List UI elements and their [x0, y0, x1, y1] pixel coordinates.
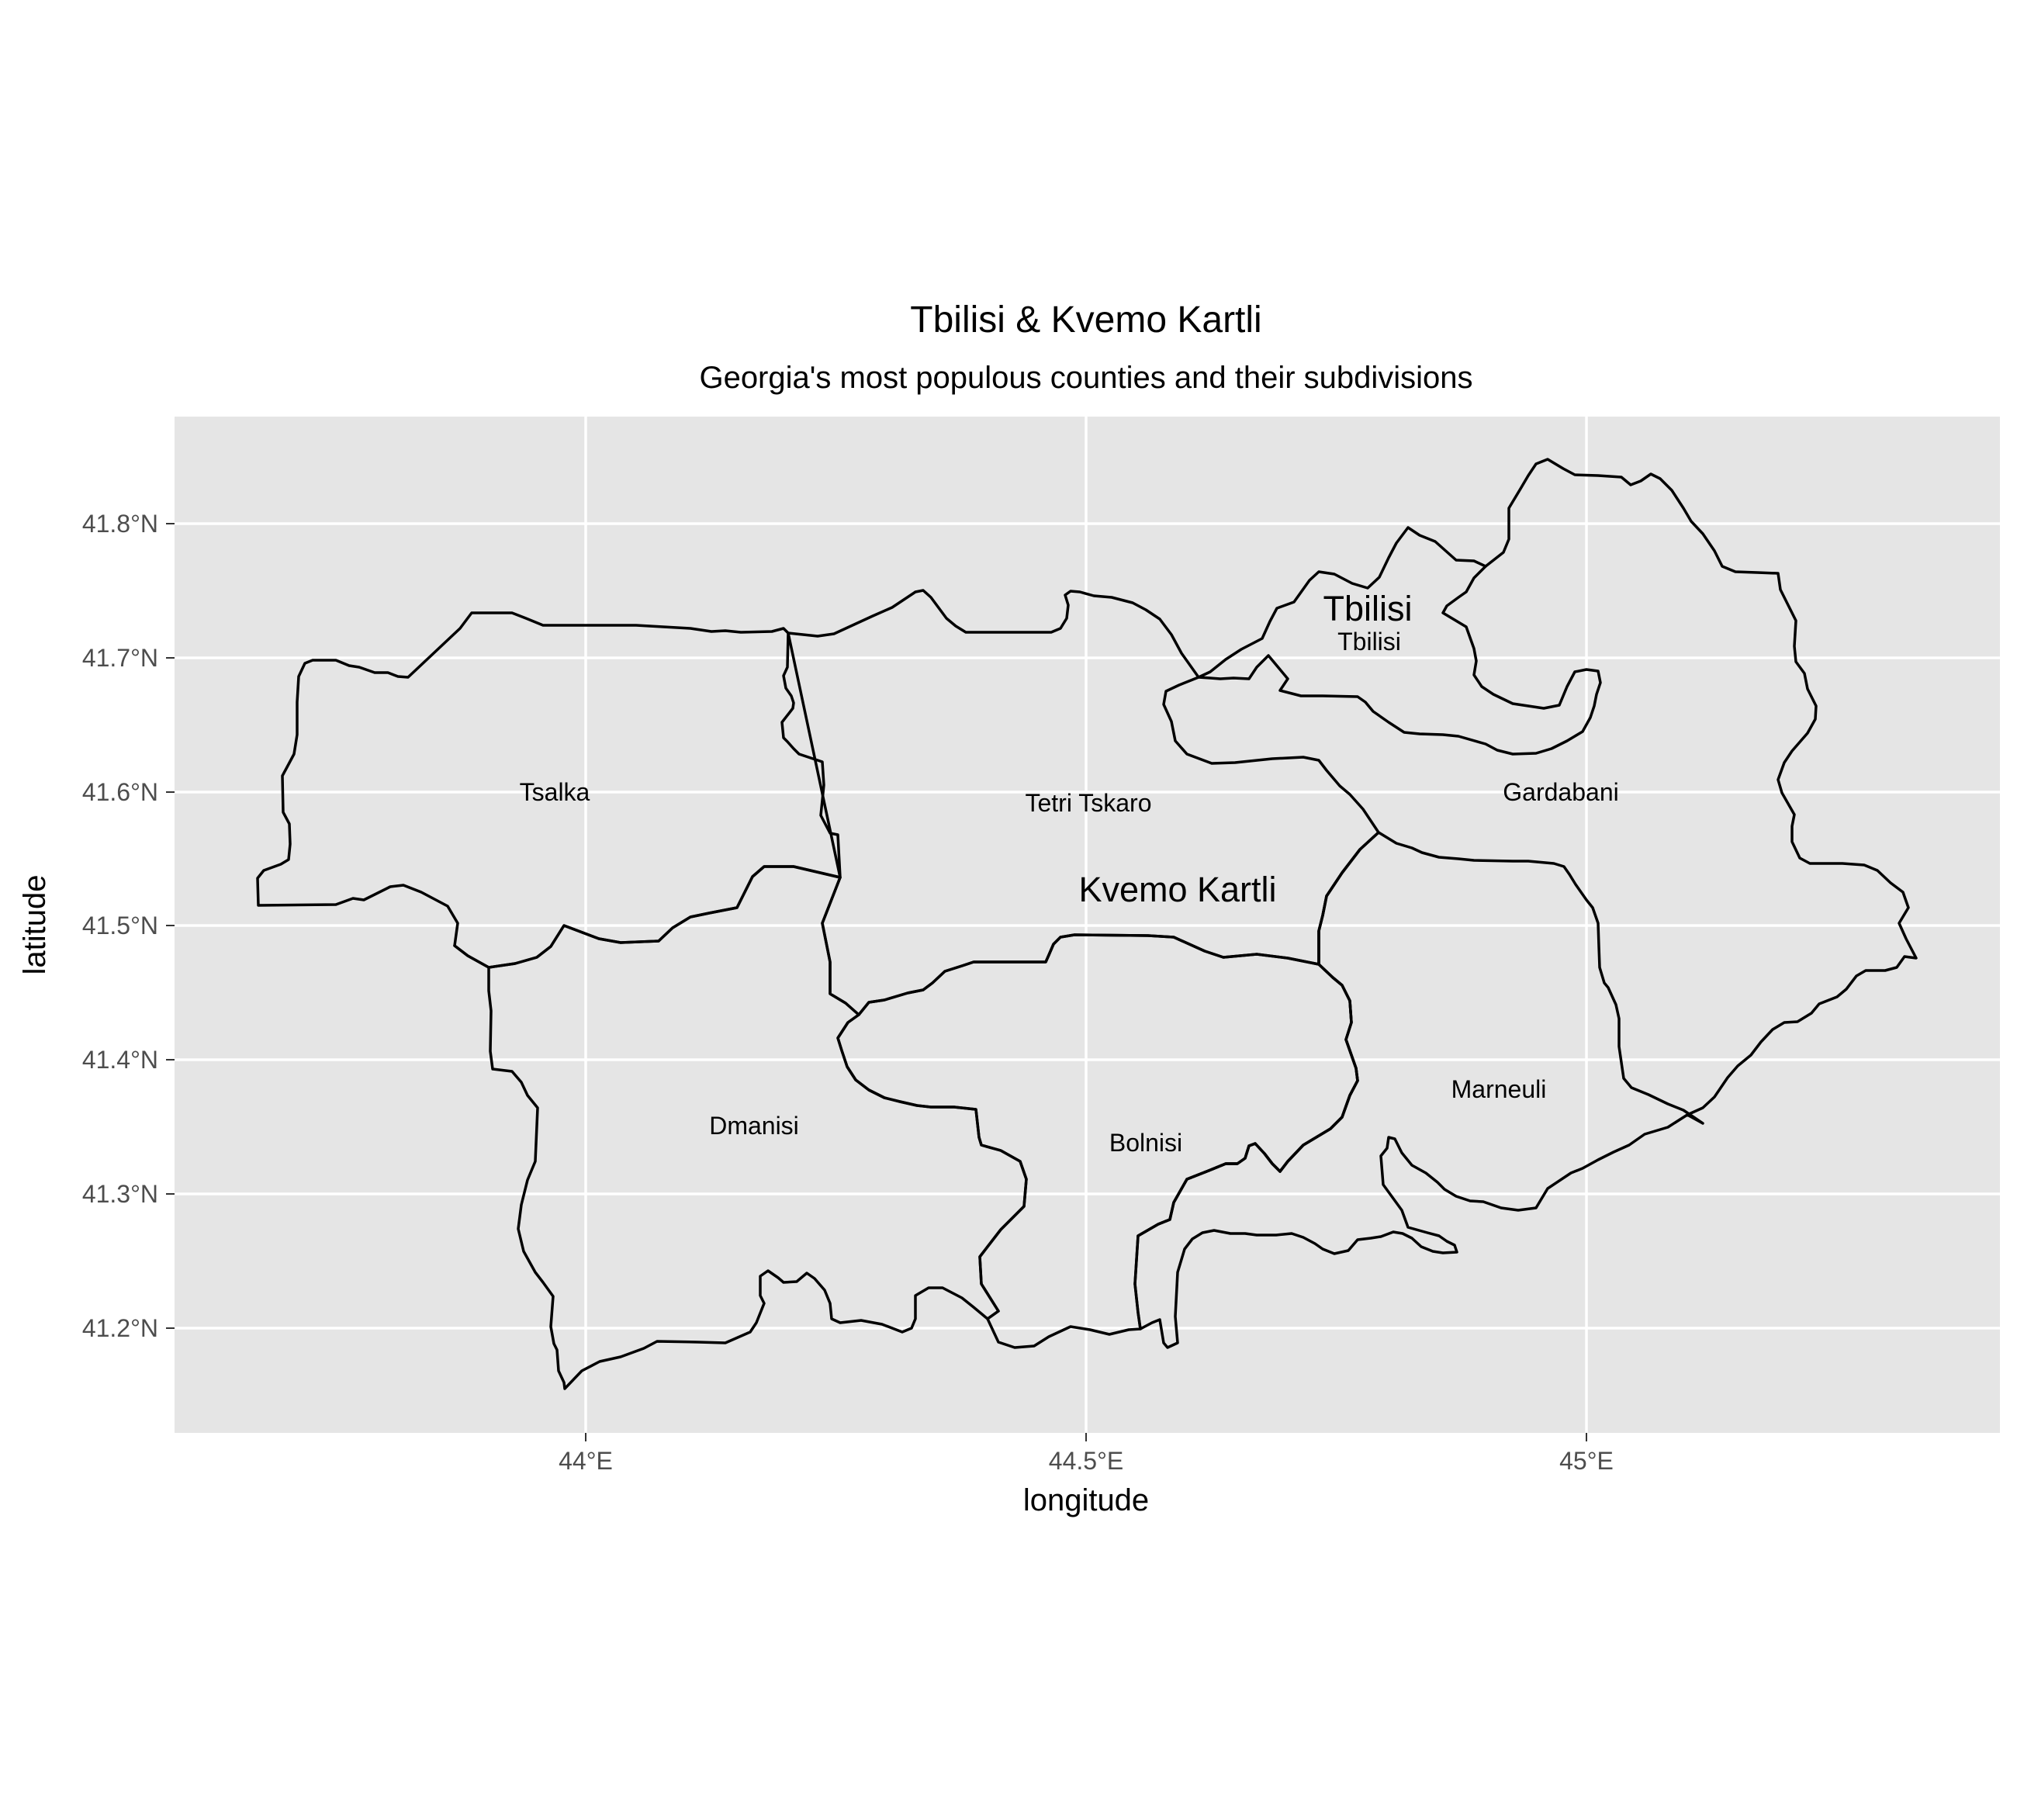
- y-axis: 41.8°N 41.7°N 41.6°N 41.5°N 41.4°N 41.3°…: [82, 510, 175, 1342]
- y-tick-label: 41.2°N: [82, 1314, 158, 1342]
- y-axis-title: latitude: [18, 875, 52, 975]
- map-subtitle: Georgia's most populous counties and the…: [699, 361, 1472, 395]
- border-dmanisi: [453, 865, 1028, 1390]
- district-label-tbilisi: Tbilisi: [1337, 628, 1401, 656]
- x-tick-label: 45°E: [1559, 1447, 1614, 1475]
- district-label-marneuli: Marneuli: [1451, 1075, 1547, 1103]
- region-label-tbilisi: Tbilisi: [1323, 589, 1412, 628]
- x-tick-label: 44°E: [559, 1447, 613, 1475]
- y-tick-label: 41.4°N: [82, 1046, 158, 1074]
- y-tick-label: 41.5°N: [82, 912, 158, 939]
- border-bolnisi: [836, 933, 1359, 1349]
- x-tick-label: 44.5°E: [1049, 1447, 1123, 1475]
- map-labels: Tbilisi Kvemo Kartli Tbilisi Tsalka Tetr…: [520, 589, 1619, 1157]
- region-label-kvemo-kartli: Kvemo Kartli: [1078, 870, 1276, 909]
- district-label-gardabani: Gardabani: [1503, 778, 1618, 806]
- district-borders: [256, 458, 1918, 1390]
- y-tick-label: 41.7°N: [82, 644, 158, 672]
- x-axis-title: longitude: [1023, 1483, 1149, 1517]
- district-label-bolnisi: Bolnisi: [1109, 1129, 1182, 1157]
- map-title: Tbilisi & Kvemo Kartli: [910, 299, 1261, 341]
- y-tick-label: 41.8°N: [82, 510, 158, 538]
- district-label-tetri-tskaro: Tetri Tskaro: [1025, 789, 1151, 817]
- x-axis: 44°E 44.5°E 45°E: [559, 1433, 1614, 1475]
- y-tick-label: 41.6°N: [82, 778, 158, 806]
- y-tick-label: 41.3°N: [82, 1180, 158, 1208]
- district-label-dmanisi: Dmanisi: [709, 1112, 799, 1140]
- border-tbilisi: [1197, 526, 1602, 756]
- district-label-tsalka: Tsalka: [520, 778, 590, 806]
